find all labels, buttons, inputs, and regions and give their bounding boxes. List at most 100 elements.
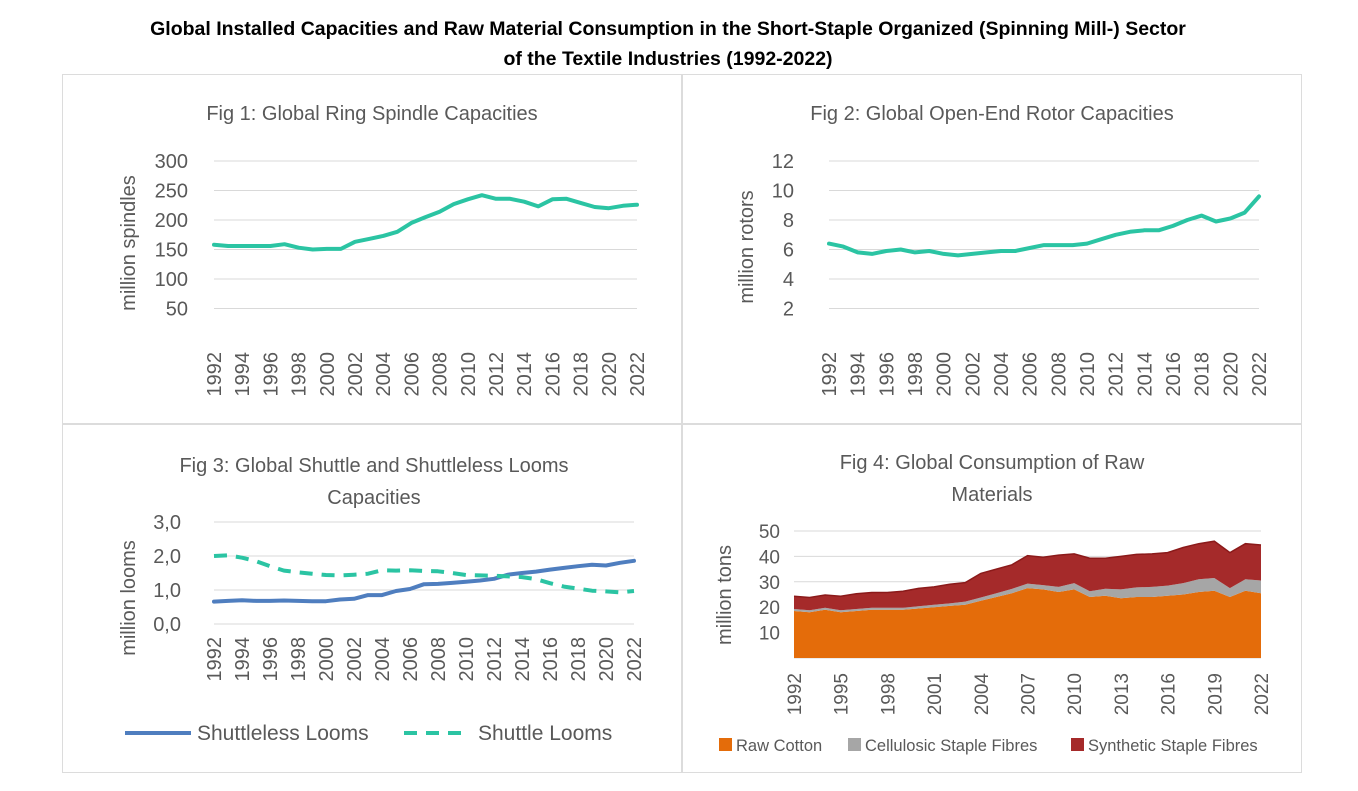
g4-y-tick-label: 30 (759, 573, 780, 594)
fig1-chart: Fig 1: Global Ring Spindle Capacities mi… (118, 103, 649, 397)
g4-y-tick-label: 20 (759, 598, 780, 619)
fig2-title: Fig 2: Global Open-End Rotor Capacities (810, 103, 1174, 125)
g3-x-tick-label: 2002 (344, 637, 366, 682)
g3-x-tick-label: 2008 (428, 637, 450, 682)
g2-x-tick-label: 2010 (1077, 352, 1099, 397)
legend-label-shuttleless: Shuttleless Looms (197, 722, 369, 745)
main-title-line-2: of the Textile Industries (1992-2022) (503, 48, 833, 70)
legend-label-shuttle: Shuttle Looms (478, 722, 612, 745)
main-title-line-1: Global Installed Capacities and Raw Mate… (150, 18, 1186, 40)
fig1-y-axis-label: million spindles (118, 175, 140, 311)
g4-x-tick-label: 2007 (1019, 673, 1040, 715)
fig3-line-shuttleless-looms (212, 558, 636, 604)
g1-y-tick-label: 150 (155, 240, 188, 262)
g2-y-tick-label: 2 (783, 299, 794, 321)
fig1-line-ring-spindles (212, 193, 639, 252)
g1-x-tick-label: 1992 (204, 352, 226, 397)
fig4-area-cellulosic (794, 578, 1261, 613)
fig3-legend: Shuttleless Looms Shuttle Looms (125, 722, 612, 745)
g1-x-tick-label: 2010 (458, 352, 480, 397)
g3-x-tick-label: 2018 (568, 637, 590, 682)
g1-y-tick-label: 50 (166, 299, 188, 321)
g4-x-tick-label: 2013 (1112, 673, 1133, 715)
g2-x-tick-label: 2006 (1020, 352, 1042, 397)
g1-y-tick-label: 200 (155, 210, 188, 232)
fig2-line-open-end-rotors (827, 194, 1261, 258)
legend-swatch-cellulosic (848, 738, 861, 751)
g1-x-tick-label: 2016 (542, 352, 564, 397)
fig2-series (827, 194, 1261, 258)
g2-y-tick-label: 8 (783, 210, 794, 232)
fig3-series (212, 553, 636, 604)
fig4-y-axis-label: million tons (714, 545, 736, 645)
g4-y-tick-label: 50 (759, 522, 780, 543)
fig4-area-synthetic (794, 541, 1261, 611)
fig3-chart: Fig 3: Global Shuttle and Shuttleless Lo… (118, 455, 646, 745)
g3-y-tick-label: 1,0 (153, 580, 181, 602)
g2-x-tick-label: 1998 (905, 352, 927, 397)
fig4-legend: Raw Cotton Cellulosic Staple Fibres Synt… (719, 737, 1258, 755)
fig3-title-line-2: Capacities (327, 487, 420, 509)
fig4-x-ticks: 1992 1995 1998 2001 2004 2007 2010 2013 2016 2019… (785, 673, 1273, 716)
legend-label-cellulosic: Cellulosic Staple Fibres (865, 737, 1037, 755)
g3-x-tick-label: 1996 (260, 637, 282, 682)
legend-swatch-synthetic (1071, 738, 1084, 751)
g2-x-tick-label: 1994 (848, 352, 870, 397)
g3-x-tick-label: 1992 (204, 637, 226, 682)
g3-x-tick-label: 2006 (400, 637, 422, 682)
g3-x-tick-label: 1994 (232, 637, 254, 682)
fig4-series (793, 540, 1262, 658)
g4-x-tick-label: 1998 (878, 673, 899, 715)
g1-x-tick-label: 2012 (486, 352, 508, 397)
g2-x-tick-label: 2020 (1220, 352, 1242, 397)
fig2-x-ticks: 1992 1994 1996 1998 2000 2002 2004 2006 2008 2010… (819, 352, 1271, 397)
fig4-panel: Fig 4: Global Consumption of Raw Materia… (682, 424, 1302, 773)
g3-x-tick-label: 2016 (540, 637, 562, 682)
g2-x-tick-label: 2008 (1048, 352, 1070, 397)
fig2-y-axis-label: million rotors (736, 190, 758, 303)
fig4-title-line-1: Fig 4: Global Consumption of Raw (840, 452, 1145, 474)
fig3-gridlines (214, 521, 634, 625)
g1-x-tick-label: 2008 (430, 352, 452, 397)
fig2-y-ticks: 12 10 8 6 4 2 (772, 151, 794, 321)
g2-x-tick-label: 2012 (1106, 352, 1128, 397)
g4-x-tick-label: 2019 (1205, 673, 1226, 715)
g1-x-tick-label: 2000 (317, 352, 339, 397)
g3-y-tick-label: 0,0 (153, 614, 181, 636)
g1-y-tick-label: 250 (155, 181, 188, 203)
g1-x-tick-label: 2014 (514, 352, 536, 397)
fig4-chart: Fig 4: Global Consumption of Raw Materia… (714, 452, 1273, 755)
g1-x-tick-label: 2006 (401, 352, 423, 397)
g2-x-tick-label: 2018 (1192, 352, 1214, 397)
fig3-panel: Fig 3: Global Shuttle and Shuttleless Lo… (62, 424, 682, 773)
fig1-title: Fig 1: Global Ring Spindle Capacities (206, 103, 537, 125)
g3-x-tick-label: 2000 (316, 637, 338, 682)
g4-x-tick-label: 1992 (785, 673, 806, 715)
g2-x-tick-label: 2000 (934, 352, 956, 397)
g3-x-tick-label: 2022 (624, 637, 646, 682)
g2-x-tick-label: 2004 (991, 352, 1013, 397)
fig4-area-raw-cotton (794, 588, 1261, 658)
g2-x-tick-label: 2014 (1134, 352, 1156, 397)
g1-x-tick-label: 1994 (232, 352, 254, 397)
g4-x-tick-label: 2001 (925, 673, 946, 715)
fig3-line-shuttle-looms (213, 553, 635, 595)
g3-x-tick-label: 2020 (596, 637, 618, 682)
g4-y-tick-label: 40 (759, 547, 780, 568)
g2-x-tick-label: 1992 (819, 352, 841, 397)
fig1-x-ticks: 1992 1994 1996 1998 2000 2002 2004 2006 2008 2010… (204, 352, 649, 397)
g4-x-tick-label: 2016 (1159, 673, 1180, 715)
fig2-gridlines (829, 160, 1259, 309)
g4-x-tick-label: 2022 (1252, 673, 1273, 715)
g1-x-tick-label: 1998 (289, 352, 311, 397)
g4-x-tick-label: 2004 (972, 673, 993, 716)
fig2-chart: Fig 2: Global Open-End Rotor Capacities … (736, 103, 1271, 397)
g3-x-tick-label: 2004 (372, 637, 394, 682)
fig1-panel: Fig 1: Global Ring Spindle Capacities mi… (62, 74, 682, 424)
g2-y-tick-label: 4 (783, 269, 794, 291)
g2-y-tick-label: 10 (772, 181, 794, 203)
g3-x-tick-label: 2012 (484, 637, 506, 682)
g3-x-tick-label: 1998 (288, 637, 310, 682)
fig4-title-line-2: Materials (951, 484, 1032, 506)
g2-x-tick-label: 2016 (1163, 352, 1185, 397)
